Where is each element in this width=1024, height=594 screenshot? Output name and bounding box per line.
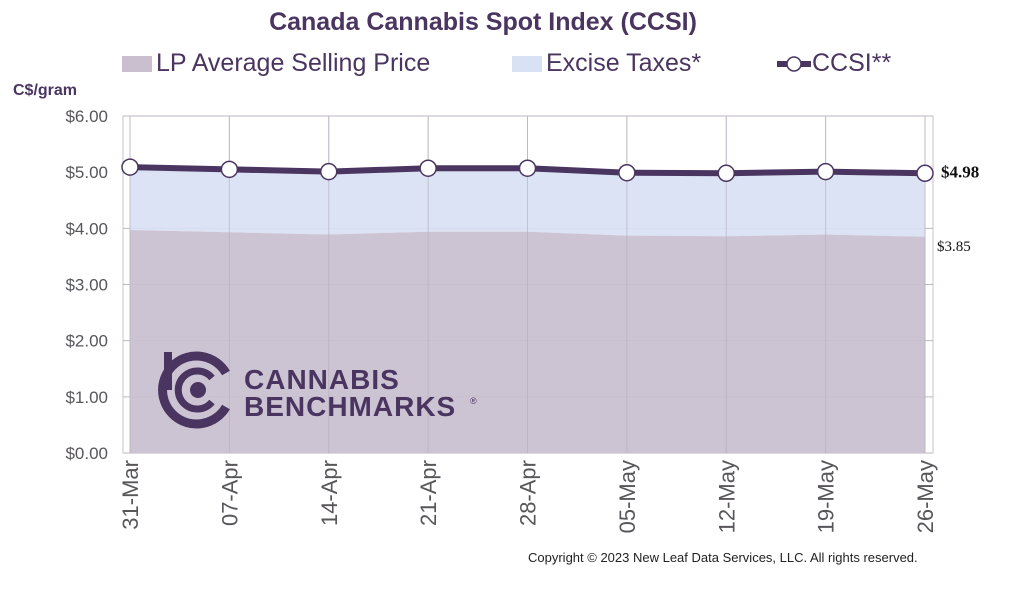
legend-swatch-ccsi [777, 55, 811, 72]
y-tick-label: $1.00 [65, 388, 108, 407]
logo-text-line1: CANNABIS [244, 364, 400, 395]
y-tick-label: $6.00 [65, 107, 108, 126]
ccsi-point [618, 163, 636, 182]
x-tick-label: 31-Mar [118, 460, 143, 530]
x-tick-label: 07-Apr [217, 460, 242, 526]
ccsi-point [916, 164, 934, 183]
x-tick-label: 14-Apr [317, 460, 342, 526]
ccsi-point [717, 164, 735, 183]
logo-registered-mark: ® [470, 396, 477, 406]
x-tick-label: 12-May [714, 460, 739, 533]
legend-swatch-excise [512, 55, 542, 72]
ccsi-point [419, 159, 437, 177]
ccsi-point [816, 162, 835, 181]
ccsi-point [220, 160, 239, 179]
logo-outer-arc-icon [158, 351, 230, 429]
legend-swatch-lp-price [122, 55, 152, 72]
legend-item-ccsi: CCSI** [776, 49, 891, 78]
x-tick-label: 26-May [913, 460, 938, 533]
lp-last-value-label: $3.85 [937, 239, 971, 255]
legend-item-lp-price: LP Average Selling Price [122, 49, 430, 78]
y-tick-label: $4.00 [65, 219, 108, 238]
legend-item-excise: Excise Taxes* [512, 49, 701, 78]
logo-stem-icon [164, 352, 172, 390]
legend-label-lp-price: LP Average Selling Price [156, 49, 431, 77]
x-tick-label: 21-Apr [416, 460, 441, 526]
y-tick-label: $2.00 [65, 332, 108, 351]
logo-dot-icon [190, 382, 206, 398]
legend-label-ccsi: CCSI** [812, 49, 892, 77]
x-tick-label: 05-May [615, 460, 640, 533]
logo-text-line2: BENCHMARKS [244, 391, 456, 422]
ccsi-point [518, 159, 537, 177]
y-tick-label: $3.00 [65, 276, 108, 295]
legend-label-excise: Excise Taxes* [546, 49, 702, 77]
y-axis-label: C$/gram [13, 82, 78, 99]
y-tick-label: $5.00 [65, 163, 108, 182]
y-tick-label: $0.00 [65, 444, 108, 463]
ccsi-point [121, 158, 139, 176]
ccsi-last-value-label: $4.98 [941, 162, 979, 181]
ccsi-point [320, 162, 338, 181]
chart-title: Canada Cannabis Spot Index (CCSI) [269, 8, 697, 36]
x-tick-label: 19-May [814, 460, 839, 533]
x-tick-label: 28-Apr [516, 460, 541, 526]
copyright-text: Copyright © 2023 New Leaf Data Services,… [528, 550, 918, 565]
logo-inner-arc-icon [174, 367, 215, 413]
